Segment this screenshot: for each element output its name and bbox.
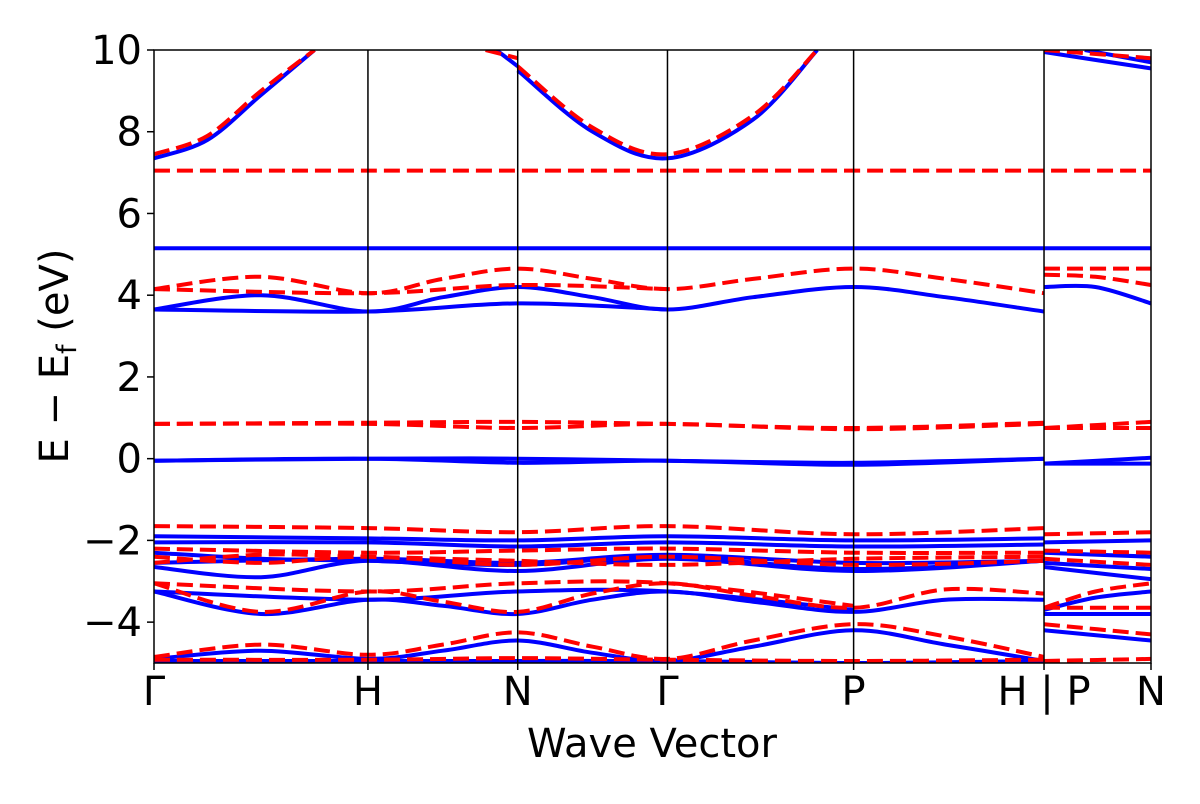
kpoint-label: Γ	[656, 669, 679, 715]
kpoint-label: H	[353, 669, 383, 715]
band-line	[1043, 283, 1151, 306]
band-line	[1043, 538, 1151, 545]
band-line	[154, 556, 1045, 580]
band-line	[154, 587, 854, 612]
y-tick-label: −2	[83, 518, 142, 564]
band-line	[1043, 556, 1151, 567]
x-axis-label: Wave Vector	[527, 721, 778, 767]
band-series-1	[154, 50, 1151, 663]
y-tick-label: −4	[83, 600, 142, 646]
bands-layer	[154, 50, 1151, 663]
y-axis-ticks: −4 −2 0 2 4 6 8 10	[83, 28, 154, 646]
band-line	[154, 266, 1045, 296]
band-line	[154, 628, 1045, 663]
y-tick-label: 6	[117, 191, 142, 237]
band-line	[1043, 622, 1151, 637]
kpoint-divider-lines	[367, 50, 1045, 663]
y-axis-label-unit-text: (eV)	[32, 249, 78, 332]
band-line	[154, 589, 1045, 617]
band-line	[154, 534, 1045, 543]
y-tick-label: 4	[117, 273, 142, 319]
kpoint-label: Γ	[143, 669, 166, 715]
band-series-0	[154, 50, 1151, 663]
band-line	[154, 554, 1045, 567]
kpoint-label: N	[1136, 669, 1166, 715]
band-line	[1043, 581, 1151, 610]
kpoint-label: H | P	[997, 669, 1090, 715]
band-line	[154, 301, 668, 314]
kpoint-label: P	[842, 669, 866, 715]
band-line	[1043, 272, 1151, 287]
band-line	[516, 50, 819, 157]
band-line	[1043, 550, 1151, 559]
band-line	[1043, 565, 1151, 582]
band-line	[154, 546, 1045, 555]
band-line	[154, 50, 316, 157]
band-line	[154, 622, 1045, 661]
band-line	[1043, 628, 1151, 643]
y-axis-label-subscript: f	[52, 343, 83, 354]
band-line	[154, 421, 1045, 432]
band-line	[1043, 530, 1151, 537]
band-line	[495, 50, 519, 68]
band-line	[154, 524, 1045, 537]
x-axis-ticks: Γ H N Γ P H | P N	[143, 663, 1166, 715]
y-axis-label-main: E − E	[32, 354, 78, 464]
band-line	[154, 540, 1045, 549]
y-tick-label: 0	[117, 437, 142, 483]
kpoint-label: N	[503, 669, 533, 715]
band-line	[154, 284, 1045, 314]
band-line	[1043, 50, 1151, 71]
band-line	[154, 579, 854, 608]
y-tick-label: 2	[117, 355, 142, 401]
plot-frame	[153, 49, 1152, 664]
band-line	[154, 656, 1045, 663]
band-line	[154, 552, 1045, 567]
band-line	[1043, 548, 1151, 555]
y-axis-label: E − Ef (eV)	[32, 249, 83, 464]
band-line	[1043, 455, 1151, 466]
band-line	[154, 456, 1045, 465]
band-line	[154, 282, 668, 296]
y-tick-label: 8	[117, 110, 142, 156]
band-line	[1043, 560, 1151, 571]
band-line	[154, 581, 1045, 615]
band-line	[1043, 656, 1151, 663]
y-axis-label-unit: (eV)	[32, 249, 78, 345]
y-tick-label: 10	[91, 28, 142, 74]
